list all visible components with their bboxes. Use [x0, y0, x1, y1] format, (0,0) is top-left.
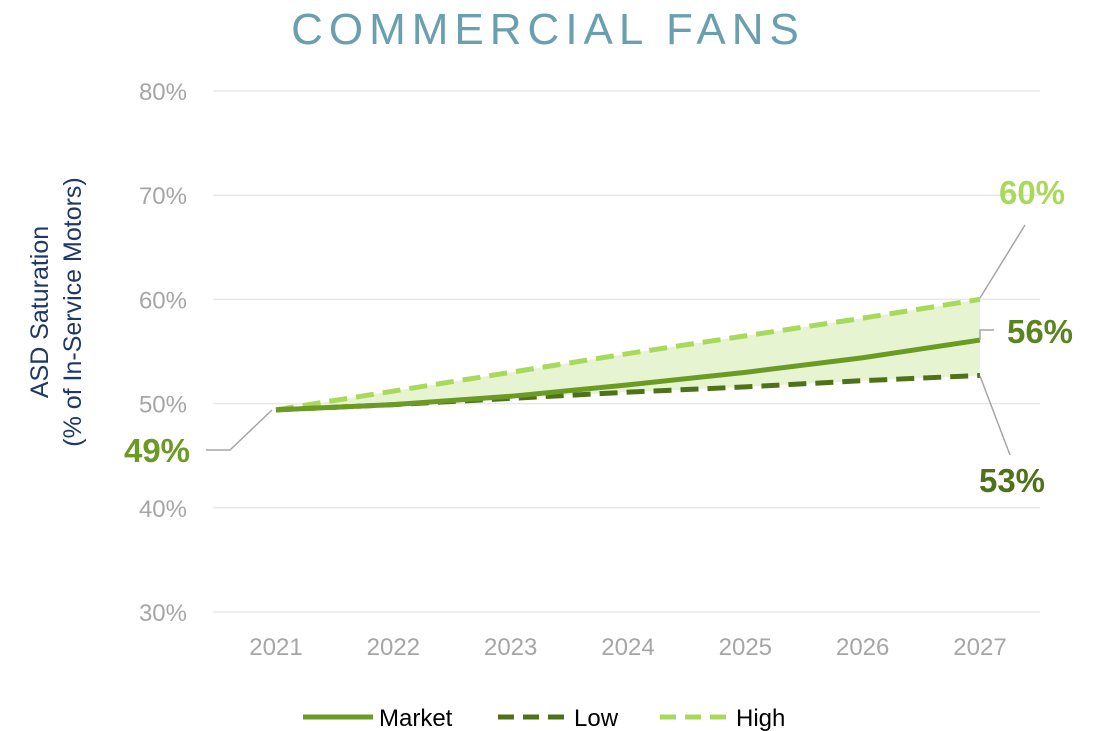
x-tick-labels: 2021 2022 2023 2024 2025 2026 2027: [249, 634, 1006, 661]
legend-label-high: High: [736, 705, 785, 731]
y-axis-label-line-1: ASD Saturation: [26, 226, 54, 398]
data-labels: 49% 60% 56% 53%: [124, 174, 1073, 499]
y-axis-label: ASD Saturation (% of In-Service Motors): [26, 177, 87, 447]
x-tick-label: 2023: [484, 634, 537, 661]
x-tick-label: 2024: [601, 634, 654, 661]
x-tick-label: 2027: [953, 634, 1006, 661]
data-label-high-6: 60%: [999, 174, 1065, 211]
data-label-leader: [979, 375, 1011, 456]
data-label-leader: [979, 329, 994, 340]
data-label-leader: [206, 409, 273, 451]
y-tick-label: 60%: [139, 287, 187, 314]
legend-label-market: Market: [379, 705, 453, 731]
y-tick-label: 70%: [139, 183, 187, 210]
data-label-leader: [979, 224, 1026, 299]
series-lines: [275, 296, 981, 413]
y-tick-label: 40%: [139, 496, 187, 523]
legend-label-low: Low: [574, 705, 619, 731]
series-line-high: [275, 296, 981, 413]
data-label-market-6: 56%: [1007, 313, 1073, 350]
x-tick-label: 2025: [719, 634, 772, 661]
data-label-market-0: 49%: [124, 432, 190, 469]
chart-title: COMMERCIAL FANS: [291, 5, 805, 54]
y-axis-label-line-2: (% of In-Service Motors): [59, 177, 87, 447]
x-tick-label: 2026: [836, 634, 889, 661]
y-tick-label: 80%: [139, 79, 187, 106]
y-tick-label: 30%: [139, 600, 187, 627]
legend: Market Low High: [303, 705, 785, 731]
y-tick-labels: 30% 40% 50% 60% 70% 80%: [139, 79, 187, 627]
x-tick-label: 2022: [367, 634, 420, 661]
y-tick-label: 50%: [139, 392, 187, 419]
series-line-market: [275, 337, 981, 413]
data-label-low-6: 53%: [979, 462, 1045, 499]
x-tick-label: 2021: [249, 634, 302, 661]
